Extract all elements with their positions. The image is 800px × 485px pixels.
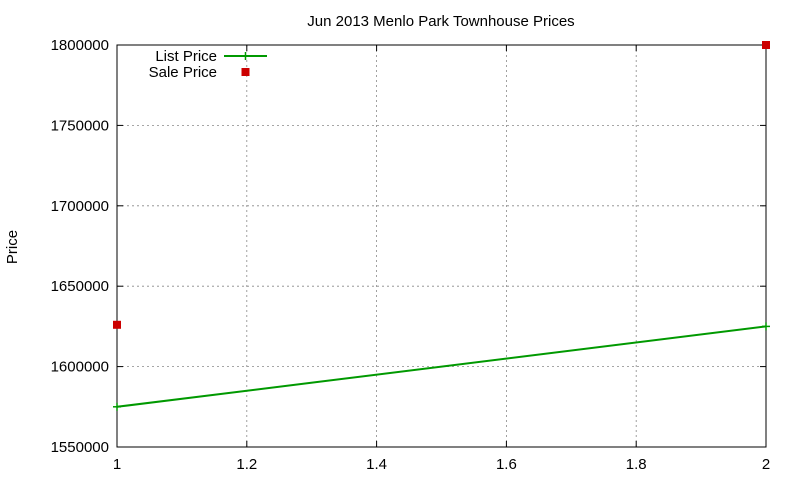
axis-ticks: 1550000 1600000 1650000 1700000 1750000 18000… [51,37,771,473]
sale-price-point [762,41,770,49]
x-tick-label: 2 [762,456,770,473]
y-tick-label: 1750000 [51,117,109,134]
list-price-point [762,322,770,331]
list-price-line [116,325,767,408]
legend-marker-sale-price [241,68,250,76]
plot-frame [116,44,767,448]
y-tick-label: 1700000 [51,198,109,215]
list-price-point [113,402,121,411]
y-tick-label: 1650000 [51,278,109,295]
y-tick-label: 1550000 [51,439,109,456]
y-tick-label: 1600000 [51,359,109,376]
x-tick-label: 1.4 [366,456,387,473]
x-tick-label: 1 [113,456,121,473]
chart-title: Jun 2013 Menlo Park Townhouse Prices [307,13,574,30]
y-axis-label: Price [4,230,21,264]
grid-lines [117,45,766,447]
x-tick-label: 1.2 [236,456,257,473]
sale-price-point [113,320,121,329]
x-tick-label: 1.8 [626,456,647,473]
legend-label-sale-price: Sale Price [149,64,217,81]
legend-marker-list-price [241,52,250,60]
x-tick-label: 1.6 [496,456,517,473]
y-tick-label: 1800000 [51,37,109,54]
series-layer [113,41,770,411]
legend-label-list-price: List Price [155,48,217,65]
